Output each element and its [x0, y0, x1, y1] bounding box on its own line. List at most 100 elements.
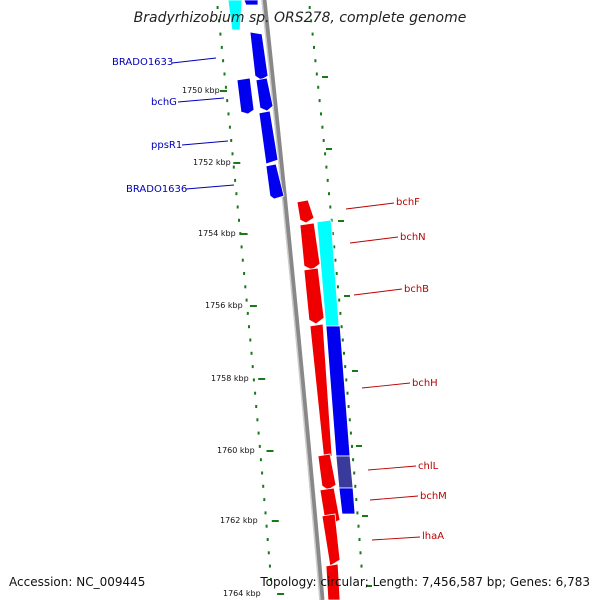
gene-label-lhaa: lhaA [422, 531, 444, 542]
gene-bchG [236, 77, 255, 115]
guide-dot [227, 112, 230, 116]
guide-dot [224, 85, 227, 89]
gene-blue-top [243, 0, 259, 6]
guide-dot [310, 19, 313, 23]
guide-dot [334, 258, 337, 262]
guide-dot [250, 351, 253, 355]
guide-dot [234, 178, 237, 182]
leader-line [361, 382, 411, 389]
gene-label-chll: chlL [418, 461, 439, 472]
guide-dot [335, 272, 338, 275]
guide-dot [270, 577, 272, 581]
guide-dot [320, 112, 322, 116]
guide-dot [259, 458, 262, 462]
guide-dot [314, 59, 317, 63]
gene-label-bchh: bchH [412, 378, 438, 389]
guide-dot [238, 218, 240, 222]
gene-label-brado1633: BRADO1633 [112, 57, 173, 68]
guide-dot [265, 524, 268, 528]
tick-label: 1756 kbp [205, 301, 243, 310]
guide-dot [351, 444, 353, 448]
leader-line [371, 536, 421, 541]
guide-dot [248, 325, 250, 329]
guide-dot [333, 245, 336, 249]
guide-dash [356, 445, 362, 447]
guide-dot [235, 192, 238, 196]
leader-line [171, 57, 217, 64]
guide-dot [315, 72, 318, 76]
guide-dot [341, 338, 344, 342]
guide-dot [236, 205, 239, 209]
guide-dot [339, 311, 342, 315]
guide-dot [226, 99, 229, 103]
guide-dot [268, 564, 271, 568]
guide-dot [326, 178, 329, 182]
guide-dot [261, 471, 264, 475]
guide-dot [325, 165, 328, 169]
accession-text: Accession: NC_009445 [9, 575, 146, 589]
gene-red-long [309, 323, 333, 461]
guide-dot [262, 484, 265, 488]
guide-dot [345, 378, 348, 382]
guide-dot [240, 245, 243, 249]
topology-text: Topology: circular; Length: 7,456,587 bp… [260, 575, 590, 589]
guide-dot [324, 152, 327, 156]
guide-dash [362, 515, 368, 517]
guide-dot [348, 418, 351, 422]
leader-line [353, 288, 403, 296]
guide-dot [336, 285, 339, 289]
gene-ppsR1 [258, 110, 279, 165]
guide-dot [313, 45, 315, 49]
guide-dot [360, 564, 363, 568]
leader-line [177, 97, 225, 103]
guide-dot [355, 498, 358, 502]
guide-dot [352, 458, 355, 462]
guide-dot [264, 511, 267, 515]
gene-cyan-top [227, 0, 243, 31]
guide-dot [347, 405, 350, 408]
guide-dot [263, 498, 266, 502]
gene-label-bchf: bchF [396, 197, 420, 208]
guide-dot [218, 19, 220, 23]
gene-label-bchg: bchG [151, 97, 177, 108]
guide-dot [241, 258, 244, 262]
guide-dash [352, 370, 358, 372]
guide-dot [321, 125, 324, 129]
gene-features [227, 0, 356, 600]
guide-dot [331, 232, 334, 236]
leader-line [181, 140, 229, 146]
guide-dot [244, 285, 247, 289]
backbone-line [261, 0, 325, 600]
guide-dot [252, 378, 255, 382]
tick-label: 1758 kbp [211, 374, 249, 383]
guide-dot [349, 431, 352, 435]
gene-labels: BRADO1633 bchG ppsR1 BRADO1636 bchF bchN bchB b… [112, 57, 447, 542]
guide-dot [243, 272, 246, 275]
leader-line [345, 202, 395, 210]
guide-dot [318, 99, 321, 103]
gene-bchN [299, 222, 321, 271]
gene-label-bchm: bchM [420, 491, 447, 502]
gene-lhaA [321, 513, 341, 567]
gene-label-brado1636: BRADO1636 [126, 184, 187, 195]
guide-dot [239, 232, 242, 236]
guide-dot [251, 365, 254, 369]
leader-line [369, 495, 419, 501]
tick-label: 1764 kbp [223, 589, 261, 598]
guide-dot [245, 298, 248, 302]
guide-dot [256, 418, 259, 422]
tick-mark [240, 233, 248, 235]
guide-dot [343, 351, 345, 355]
guide-dash [338, 220, 344, 222]
map-title: Bradyrhizobium sp. ORS278, complete geno… [133, 10, 467, 26]
genome-backbone [261, 0, 325, 600]
guide-dot [328, 192, 330, 196]
guide-dot [222, 59, 225, 63]
guide-dot [228, 125, 231, 129]
guide-dash [366, 585, 372, 587]
leader-line [185, 184, 235, 190]
guide-dot [258, 444, 261, 448]
gene-bchF [296, 199, 315, 224]
guide-dot [353, 471, 356, 475]
